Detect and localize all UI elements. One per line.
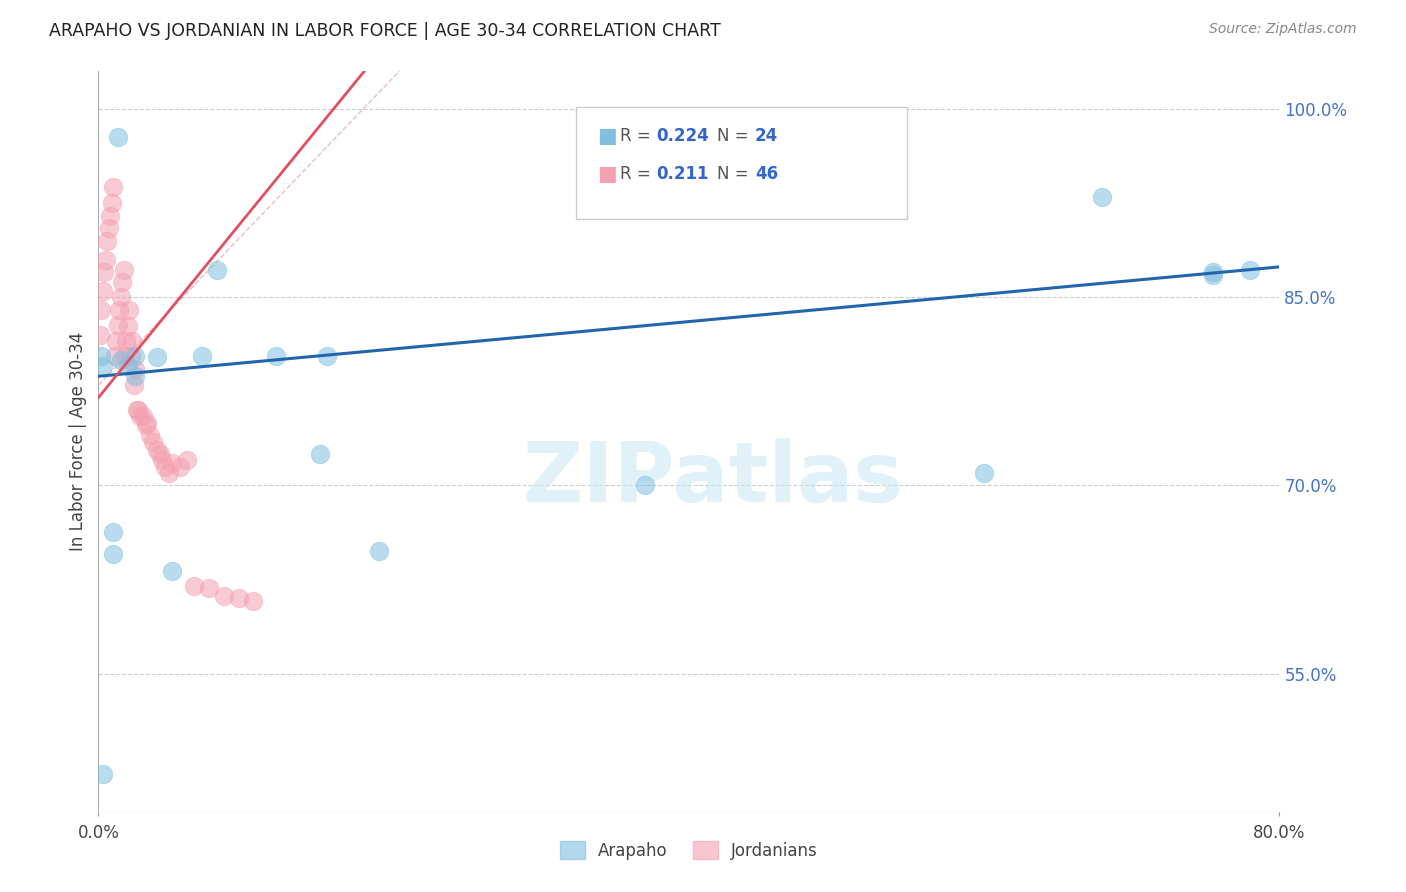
Point (91, 359, 114, 374)
Point (1239, 262, 1261, 277)
Point (93, 265, 115, 279)
Point (212, 589, 235, 603)
Point (122, 378, 145, 392)
Text: N =: N = (717, 128, 754, 145)
Text: 0.211: 0.211 (657, 165, 709, 183)
Text: 24: 24 (755, 128, 779, 145)
Point (124, 369, 146, 384)
Point (100, 196, 122, 211)
Point (117, 359, 139, 374)
Text: ■: ■ (598, 164, 617, 184)
Point (169, 459, 191, 474)
Point (103, 524, 125, 539)
Point (112, 262, 135, 277)
Point (107, 129, 129, 144)
Point (124, 349, 146, 363)
Point (150, 453, 173, 467)
Text: 0.224: 0.224 (657, 128, 710, 145)
Point (157, 466, 180, 480)
Point (162, 564, 183, 578)
Point (973, 466, 995, 480)
Point (242, 594, 264, 608)
Text: 46: 46 (755, 165, 778, 183)
Point (105, 334, 128, 348)
Point (103, 179, 125, 194)
Point (309, 447, 332, 461)
Point (205, 262, 228, 277)
Point (104, 349, 127, 363)
Text: R =: R = (620, 165, 661, 183)
Point (132, 409, 155, 424)
Text: N =: N = (717, 165, 754, 183)
Point (264, 349, 287, 363)
Point (91, 767, 114, 781)
Point (1202, 265, 1225, 279)
Point (149, 447, 172, 461)
Text: ZIPatlas: ZIPatlas (522, 438, 903, 519)
Point (91, 284, 114, 298)
Point (634, 478, 657, 492)
Point (120, 349, 142, 363)
Point (228, 591, 250, 606)
Point (1091, 190, 1114, 204)
Point (153, 459, 176, 474)
Point (139, 428, 162, 442)
Point (94, 252, 117, 267)
Point (316, 349, 339, 363)
Point (118, 302, 141, 317)
Point (191, 349, 214, 363)
Point (135, 418, 157, 433)
Y-axis label: In Labor Force | Age 30-34: In Labor Force | Age 30-34 (69, 332, 87, 551)
Point (114, 349, 136, 363)
Point (124, 361, 146, 376)
Point (125, 403, 148, 417)
Legend: Arapaho, Jordanians: Arapaho, Jordanians (553, 835, 825, 866)
Point (110, 353, 132, 368)
Point (110, 290, 132, 304)
Point (108, 302, 131, 317)
Point (98, 209, 121, 223)
Point (146, 443, 169, 458)
Point (121, 334, 143, 348)
Point (176, 453, 198, 467)
Point (146, 351, 169, 365)
Point (128, 409, 150, 424)
Text: ARAPAHO VS JORDANIAN IN LABOR FORCE | AGE 30-34 CORRELATION CHART: ARAPAHO VS JORDANIAN IN LABOR FORCE | AG… (49, 22, 721, 40)
Point (117, 319, 139, 334)
Text: Source: ZipAtlas.com: Source: ZipAtlas.com (1209, 22, 1357, 37)
Point (136, 416, 159, 430)
Point (97, 221, 120, 235)
Point (103, 548, 125, 562)
Point (90, 349, 112, 363)
Point (115, 334, 138, 348)
Point (127, 403, 149, 417)
Text: ■: ■ (598, 127, 617, 146)
Point (183, 579, 205, 593)
Point (107, 318, 129, 332)
Text: R =: R = (620, 128, 657, 145)
Point (198, 582, 221, 596)
Point (368, 543, 391, 558)
Point (96, 234, 118, 248)
Point (89, 327, 111, 342)
Point (1202, 268, 1225, 282)
Point (142, 434, 165, 449)
Point (162, 456, 183, 470)
Point (90, 302, 112, 317)
Point (111, 275, 134, 289)
